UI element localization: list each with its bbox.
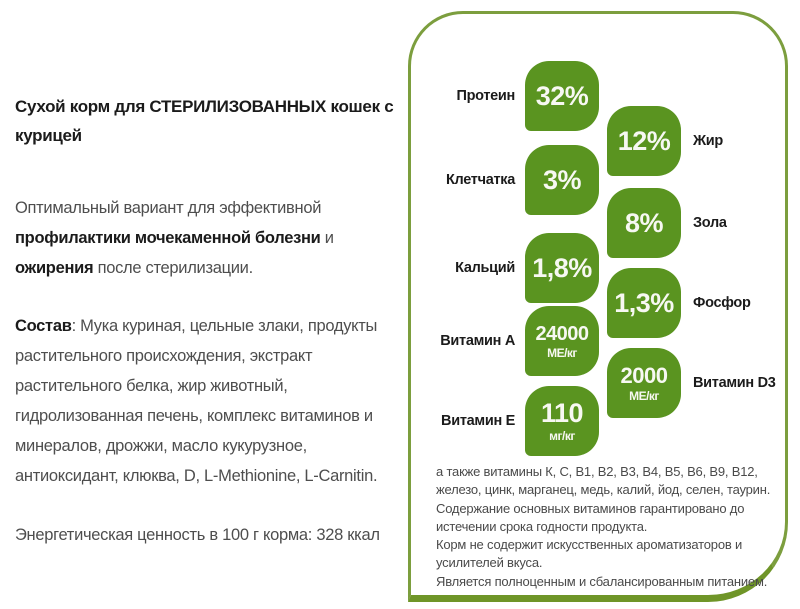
nutrient-fiber-value: 3% xyxy=(542,164,582,195)
nutrient-fat-badge: 12% xyxy=(607,106,681,176)
nutrient-vitamin-e-label: Витамин Е xyxy=(441,413,515,429)
nutrient-vitamin-d3-value: 2000 xyxy=(620,362,668,388)
nutrient-fiber-badge: 3% xyxy=(525,145,599,215)
nutrient-ash-value: 8% xyxy=(624,207,664,238)
nutrient-vitamin-a-badge: 24000 МЕ/кг xyxy=(525,306,599,376)
nutrient-ash-label: Зола xyxy=(693,215,727,231)
nutrition-panel: Протеин 32% 12% Жир Клетчатка 3% 8% Зола… xyxy=(408,11,788,602)
nutrient-vitamin-d3-unit: МЕ/кг xyxy=(629,388,659,403)
nutrient-vitamin-a-label: Витамин А xyxy=(440,333,515,349)
composition-lead: Состав xyxy=(15,317,72,335)
nutrient-fat-value: 12% xyxy=(617,125,671,156)
nutrient-protein-value: 32% xyxy=(535,80,589,111)
nutrient-calcium-badge: 1,8% xyxy=(525,233,599,303)
nutrient-phosphorus-value: 1,3% xyxy=(614,287,674,318)
nutrient-calcium-value: 1,8% xyxy=(532,252,592,283)
additional-vitamins-note: а также витамины К, С, В1, В2, В3, В4, В… xyxy=(436,463,778,591)
nutrient-calcium-label: Кальций xyxy=(455,260,515,276)
nutrient-vitamin-a-unit: МЕ/кг xyxy=(547,345,577,360)
nutrient-fiber-label: Клетчатка xyxy=(445,172,515,188)
nutrient-protein-label: Протеин xyxy=(456,88,515,104)
description-text: и xyxy=(320,229,334,247)
nutrient-protein-badge: 32% xyxy=(525,61,599,131)
note-no-artificial-flavors: Корм не содержит искусственных ароматиза… xyxy=(436,537,743,571)
nutrient-phosphorus-badge: 1,3% xyxy=(607,268,681,338)
composition: Состав: Мука куриная, цельные злаки, про… xyxy=(15,311,403,491)
nutrient-vitamin-e-unit: мг/кг xyxy=(549,429,575,443)
nutrient-ash-badge: 8% xyxy=(607,188,681,258)
nutrient-vitamin-e-badge: 110 мг/кг xyxy=(525,386,599,456)
nutrient-vitamin-d3-badge: 2000 МЕ/кг xyxy=(607,348,681,418)
product-description: Оптимальный вариант для эффективной проф… xyxy=(15,193,393,283)
note-balanced-nutrition: Является полноценным и сбалансированным … xyxy=(436,573,768,589)
description-bold-urolithiasis: профилактики мочекаменной болезни xyxy=(15,229,321,247)
nutrient-vitamin-d3-label: Витамин D3 xyxy=(693,375,776,391)
nutrient-fat-label: Жир xyxy=(693,133,723,149)
nutrient-vitamin-a-value: 24000 xyxy=(535,322,589,345)
description-text: Оптимальный вариант для эффективной xyxy=(15,199,322,217)
nutrient-vitamin-e-value: 110 xyxy=(540,398,584,428)
energy-value: Энергетическая ценность в 100 г корма: 3… xyxy=(15,526,380,544)
description-text: после стерилизации. xyxy=(93,259,254,277)
nutrient-phosphorus-label: Фосфор xyxy=(693,295,751,311)
product-title: Сухой корм для СТЕРИЛИЗОВАННЫХ кошек с к… xyxy=(15,97,394,145)
note-vitamins-minerals: а также витамины К, С, В1, В2, В3, В4, В… xyxy=(436,464,771,534)
description-bold-obesity: ожирения xyxy=(15,259,94,277)
composition-text: : Мука куриная, цельные злаки, продукты … xyxy=(15,317,378,485)
